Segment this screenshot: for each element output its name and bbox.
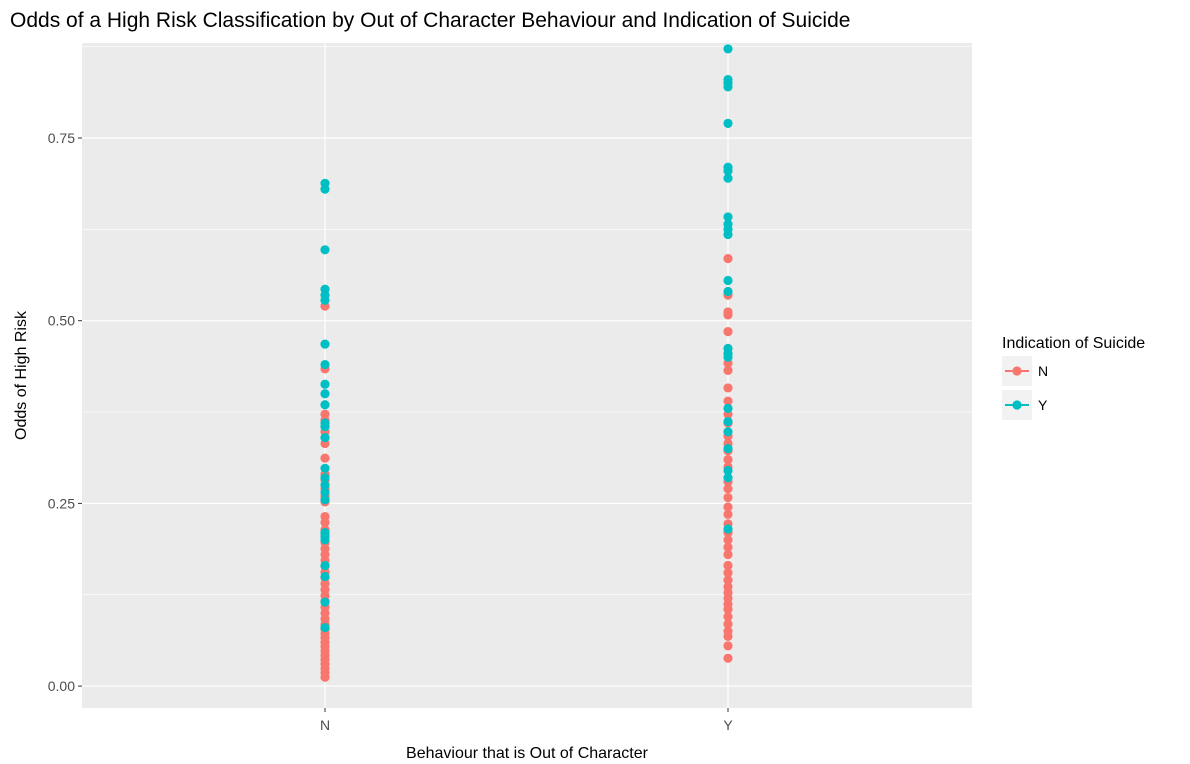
point-y [723, 173, 733, 183]
point-n [723, 582, 733, 592]
point-n [723, 619, 733, 629]
point-y [320, 495, 330, 505]
point-y [320, 560, 330, 571]
y-tick-label: 0.75 [48, 130, 75, 146]
point-y [320, 463, 330, 473]
point-y [320, 245, 330, 255]
point-n [723, 509, 733, 519]
point-n [723, 560, 733, 571]
y-tick-label: 0.50 [48, 313, 75, 329]
x-tick-label: N [320, 717, 330, 733]
data-points [320, 44, 733, 682]
point-y [320, 379, 330, 389]
legend: Indication of Suicide NY [1002, 335, 1145, 420]
x-tick-label: Y [723, 717, 733, 733]
point-n [320, 511, 330, 522]
plot-panel [82, 43, 972, 708]
point-y [320, 339, 330, 349]
point-y [320, 178, 330, 188]
legend-label-n: N [1038, 363, 1048, 379]
point-n [723, 612, 733, 622]
y-tick-label: 0.00 [48, 678, 75, 694]
point-y [320, 284, 330, 294]
legend-label-y: Y [1038, 397, 1048, 413]
point-n [723, 535, 733, 545]
point-y [723, 286, 733, 297]
legend-key-point [1012, 400, 1022, 410]
legend-keys: NY [1002, 356, 1048, 420]
point-y [723, 403, 733, 413]
point-y [723, 465, 733, 476]
point-y [723, 524, 733, 534]
point-n [723, 307, 733, 317]
point-n [320, 453, 330, 463]
point-n [723, 454, 733, 465]
point-n [320, 409, 330, 419]
point-y [723, 275, 733, 286]
point-y [320, 487, 330, 498]
point-y [320, 571, 330, 582]
point-y [320, 528, 330, 538]
point-y [723, 44, 733, 54]
point-y [320, 473, 330, 483]
point-y [723, 212, 733, 222]
point-y [723, 219, 733, 229]
point-y [723, 118, 733, 128]
y-tick-label: 0.25 [48, 495, 75, 511]
point-y [320, 433, 330, 443]
point-y [723, 162, 733, 172]
point-n [723, 502, 733, 512]
point-n [723, 484, 733, 494]
legend-key-point [1012, 366, 1022, 376]
point-y [320, 389, 330, 399]
point-n [723, 383, 733, 393]
point-y [723, 74, 733, 85]
point-y [320, 623, 330, 633]
point-n [723, 575, 733, 585]
point-y [723, 443, 733, 454]
point-n [723, 365, 733, 375]
chart-title: Odds of a High Risk Classification by Ou… [10, 9, 850, 32]
point-y [320, 480, 330, 490]
point-n [723, 492, 733, 503]
point-y [320, 400, 330, 410]
point-n [723, 568, 733, 578]
point-n [723, 641, 733, 651]
point-y [320, 359, 330, 370]
point-n [723, 542, 733, 552]
x-axis-title: Behaviour that is Out of Character [406, 745, 649, 762]
point-y [320, 418, 330, 428]
point-y [723, 343, 733, 354]
point-n [723, 653, 733, 663]
point-y [320, 597, 330, 607]
y-axis-title: Odds of High Risk [13, 310, 30, 440]
point-y [723, 416, 733, 427]
point-n [723, 549, 733, 560]
point-y [723, 473, 733, 483]
legend-title: Indication of Suicide [1002, 335, 1145, 352]
point-n [723, 253, 733, 264]
point-n [723, 327, 733, 337]
point-n [723, 396, 733, 406]
y-axis-ticks: 0.00 0.25 0.50 0.75 [48, 130, 82, 694]
point-y [723, 427, 733, 437]
point-n [723, 626, 733, 636]
